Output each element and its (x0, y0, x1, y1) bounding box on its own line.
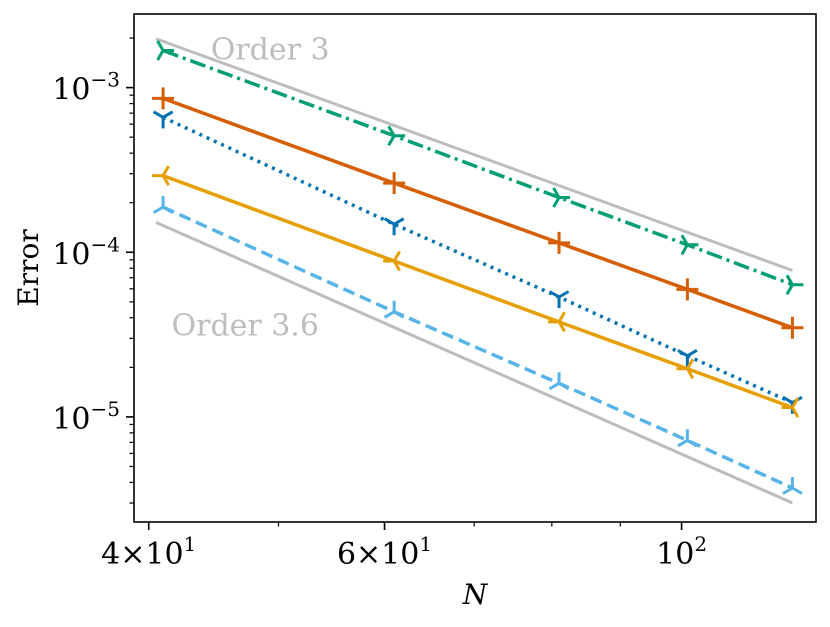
series-3-point-3 (548, 290, 570, 308)
series-2-point-2 (383, 172, 406, 195)
series-1-point-2 (387, 125, 406, 147)
series-3-point-4 (677, 349, 698, 367)
series-1-point-4 (680, 234, 699, 256)
series-2-point-1 (152, 87, 175, 110)
plot-area (152, 37, 804, 505)
plot-frame (133, 13, 817, 523)
series-5-point-3 (548, 372, 570, 391)
series-1-point-1 (156, 40, 175, 61)
series-3-point-2 (383, 217, 405, 236)
x-tick-label-3: 102 (656, 532, 707, 572)
series-4-point-5 (781, 397, 800, 418)
x-axis-label: N (462, 578, 489, 611)
y-tick-label-3: 10−5 (52, 397, 120, 437)
series-5-point-2 (383, 300, 405, 319)
annotation-2: Order 3.6 (172, 308, 319, 343)
series-line-1 (162, 48, 794, 287)
series-1-point-5 (785, 274, 804, 296)
series-2-point-5 (781, 316, 804, 339)
series-2-point-4 (676, 278, 699, 301)
x-tick-label-1: 4×101 (101, 532, 196, 572)
series-5-point-1 (152, 196, 174, 214)
y-tick-label-1: 10−3 (52, 68, 120, 108)
y-tick-label-2: 10−4 (52, 232, 120, 272)
series-3-point-1 (152, 110, 174, 129)
series-line-3 (162, 115, 794, 405)
series-4-point-2 (383, 250, 401, 272)
series-5-point-5 (782, 477, 803, 495)
y-axis-label: Error (12, 229, 45, 307)
series-4-point-4 (676, 358, 695, 380)
annotation-1: Order 3 (211, 33, 330, 68)
series-4-point-1 (152, 165, 170, 186)
x-tick-label-2: 6×101 (337, 532, 432, 572)
reference-line-1 (155, 37, 793, 272)
series-5-point-4 (677, 429, 698, 448)
series-1-point-3 (552, 187, 571, 208)
series-4-point-3 (548, 311, 566, 333)
series-line-5 (162, 205, 794, 490)
series-2-point-3 (548, 231, 571, 254)
reference-line-2 (155, 220, 794, 505)
